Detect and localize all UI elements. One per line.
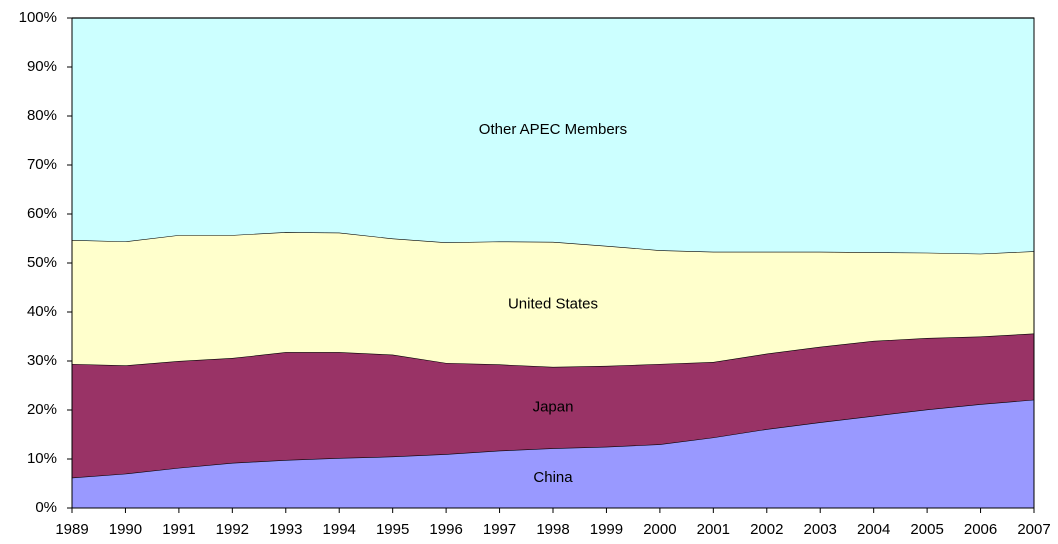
y-tick-label: 30% bbox=[27, 352, 57, 369]
y-tick-label: 10% bbox=[27, 450, 57, 467]
x-tick-label: 2001 bbox=[697, 521, 730, 538]
x-tick-label: 2007 bbox=[1017, 521, 1050, 538]
x-tick-label: 1996 bbox=[429, 521, 462, 538]
area bbox=[72, 333, 1034, 478]
x-tick-label: 2000 bbox=[643, 521, 676, 538]
x-tick-label: 1990 bbox=[109, 521, 142, 538]
series-label: Other APEC Members bbox=[479, 121, 627, 138]
x-tick-label: 1998 bbox=[536, 521, 569, 538]
x-tick-label: 2003 bbox=[804, 521, 837, 538]
x-tick-label: 2002 bbox=[750, 521, 783, 538]
x-tick-label: 2006 bbox=[964, 521, 997, 538]
x-tick-label: 1995 bbox=[376, 521, 409, 538]
x-tick-label: 1992 bbox=[216, 521, 249, 538]
x-tick-label: 2004 bbox=[857, 521, 890, 538]
series-label: United States bbox=[508, 295, 598, 312]
x-tick-label: 1994 bbox=[323, 521, 356, 538]
area bbox=[72, 399, 1034, 508]
y-tick-label: 80% bbox=[27, 107, 57, 124]
x-tick-label: 1991 bbox=[162, 521, 195, 538]
series-label: Japan bbox=[533, 399, 574, 416]
area bbox=[72, 232, 1034, 367]
y-tick-label: 60% bbox=[27, 205, 57, 222]
x-tick-label: 1989 bbox=[55, 521, 88, 538]
x-tick-label: 1999 bbox=[590, 521, 623, 538]
y-tick-label: 0% bbox=[35, 499, 57, 516]
y-tick-label: 70% bbox=[27, 156, 57, 173]
y-tick-label: 40% bbox=[27, 303, 57, 320]
x-tick-label: 1997 bbox=[483, 521, 516, 538]
y-tick-label: 20% bbox=[27, 401, 57, 418]
y-tick-label: 50% bbox=[27, 254, 57, 271]
y-tick-label: 90% bbox=[27, 58, 57, 75]
x-tick-label: 2005 bbox=[910, 521, 943, 538]
y-tick-label: 100% bbox=[19, 9, 57, 26]
x-tick-label: 1993 bbox=[269, 521, 302, 538]
series-label: China bbox=[533, 469, 573, 486]
area bbox=[72, 18, 1034, 254]
